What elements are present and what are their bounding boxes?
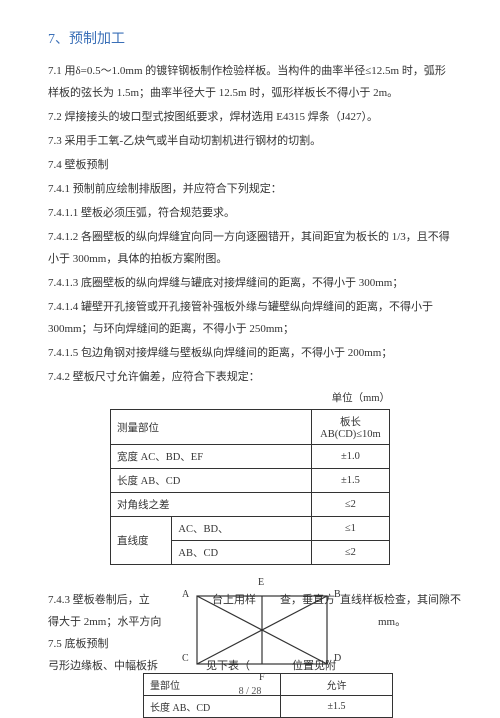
para-7-4-1-5: 7.4.1.5 包边角钢对接焊缝与壁板纵向焊缝间的距离，不得小于 200mm； [48,342,452,364]
para-7-1: 7.1 用δ=0.5～1.0mm 的镀锌钢板制作检验样板。当构件的曲率半径≤12… [48,60,452,104]
cell: 对角线之差 [111,493,312,517]
cell-span: 直线度 [111,517,172,565]
para-7-4-1-2: 7.4.1.2 各圈壁板的纵向焊缝宜向同一方向逐圈错开，其间距宜为板长的 1/3… [48,226,452,270]
text-line2a: 得大于 2mm；水平方向 [48,611,161,633]
cell: ±1.0 [311,445,389,469]
para-7-4-1-4: 7.4.1.4 罐壁开孔接管或开孔接管补强板外缘与罐壁纵向焊缝间的距离，不得小于… [48,296,452,340]
cell: 宽度 AC、BD、EF [111,445,312,469]
para-7-3: 7.3 采用手工氧-乙炔气或半自动切割机进行钢材的切割。 [48,130,452,152]
rectangle-diagram [196,595,328,665]
para-7-4-1: 7.4.1 预制前应绘制排版图，并应符合下列规定： [48,178,452,200]
text-7-5: 7.5 底板预制 [48,633,109,655]
cell: 长度 AB、CD [111,469,312,493]
table-row: 直线度 AC、BD、 ≤1 [111,517,390,541]
label-e: E [258,577,264,588]
para-7-4-1-1: 7.4.1.1 壁板必须压弧，符合规范要求。 [48,202,452,224]
text-line2b: mm。 [378,611,406,633]
page-number: 8 / 28 [0,686,500,697]
text-line4a: 弓形边缘板、中幅板拆 [48,655,158,677]
cell: ≤1 [311,517,389,541]
table-header-1: 测量部位 [111,410,312,445]
para-7-4-2: 7.4.2 壁板尺寸允许偏差，应符合下表规定： [48,366,452,388]
tolerance-table-1: 测量部位 板长 AB(CD)≤10m 宽度 AC、BD、EF ±1.0 长度 A… [110,409,390,565]
cell: ≤2 [311,493,389,517]
label-a: A [182,589,189,600]
cell: AC、BD、 [172,517,312,541]
table-header-2: 板长 AB(CD)≤10m [311,410,389,445]
table-row: 宽度 AC、BD、EF ±1.0 [111,445,390,469]
para-7-4-1-3: 7.4.1.3 底圈壁板的纵向焊缝与罐底对接焊缝间的距离，不得小于 300mm； [48,272,452,294]
label-c: C [182,653,189,664]
text-7-4-3a: 7.4.3 壁板卷制后，立 [48,589,168,611]
table-row: 测量部位 板长 AB(CD)≤10m [111,410,390,445]
section-heading: 7、预制加工 [48,28,452,48]
para-7-4: 7.4 壁板预制 [48,154,452,176]
cell: ±1.5 [311,469,389,493]
cell: ≤2 [311,541,389,565]
label-b: B [334,589,341,600]
cell: AB、CD [172,541,312,565]
label-d: D [334,653,341,664]
text-7-4-3d: 直线样板检查，其间隙不 [340,589,470,611]
para-7-2: 7.2 焊接接头的坡口型式按图纸要求，焊材选用 E4315 焊条（J427）。 [48,106,452,128]
table-row: 长度 AB、CD ±1.5 [111,469,390,493]
table-row: 对角线之差 ≤2 [111,493,390,517]
unit-label-1: 单位（mm） [48,390,390,405]
